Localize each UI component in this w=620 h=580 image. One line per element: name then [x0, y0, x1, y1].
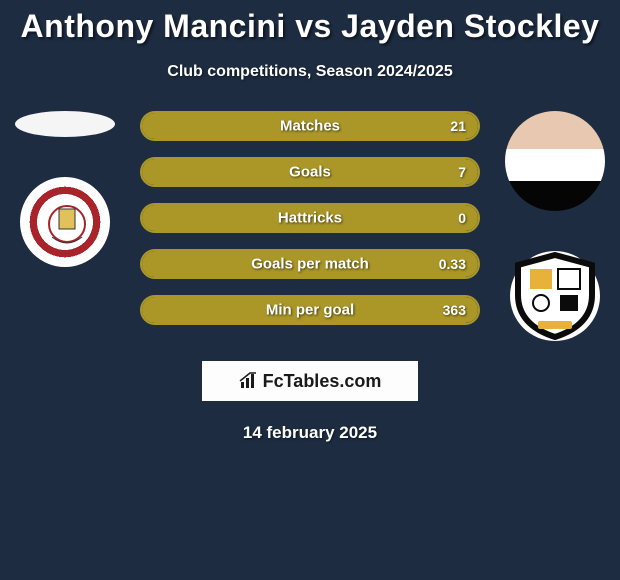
stat-label: Hattricks — [278, 210, 342, 227]
stat-value-right: 21 — [450, 118, 466, 134]
player-right-avatar — [505, 111, 605, 211]
comparison-date: 14 february 2025 — [0, 423, 620, 443]
stat-row: Min per goal 363 — [140, 295, 480, 325]
player-right-column — [500, 111, 610, 341]
comparison-subtitle: Club competitions, Season 2024/2025 — [0, 63, 620, 81]
branding-text: FcTables.com — [263, 371, 382, 392]
stat-value-right: 0.33 — [439, 256, 466, 272]
stat-label: Matches — [280, 118, 340, 135]
comparison-title: Anthony Mancini vs Jayden Stockley — [0, 0, 620, 45]
stat-label: Min per goal — [266, 302, 354, 319]
player-right-club-badge — [510, 251, 600, 341]
player-left-club-badge — [20, 177, 110, 267]
stat-value-right: 7 — [458, 164, 466, 180]
stats-container: Matches 21 Goals 7 Hattricks 0 Goals per match… — [140, 111, 480, 341]
stat-row: Matches 21 — [140, 111, 480, 141]
branding-chart-icon — [239, 372, 259, 390]
player-left-avatar — [15, 111, 115, 137]
stat-row: Hattricks 0 — [140, 203, 480, 233]
stat-value-right: 363 — [443, 302, 466, 318]
comparison-body: Matches 21 Goals 7 Hattricks 0 Goals per match… — [0, 111, 620, 341]
stat-label: Goals — [289, 164, 331, 181]
stat-value-right: 0 — [458, 210, 466, 226]
branding-box: FcTables.com — [202, 361, 418, 401]
player-left-column — [10, 111, 120, 267]
stat-label: Goals per match — [251, 256, 369, 273]
club-badge-right-icon — [510, 251, 600, 341]
stat-row: Goals per match 0.33 — [140, 249, 480, 279]
stat-row: Goals 7 — [140, 157, 480, 187]
club-badge-left-icon — [22, 179, 112, 269]
